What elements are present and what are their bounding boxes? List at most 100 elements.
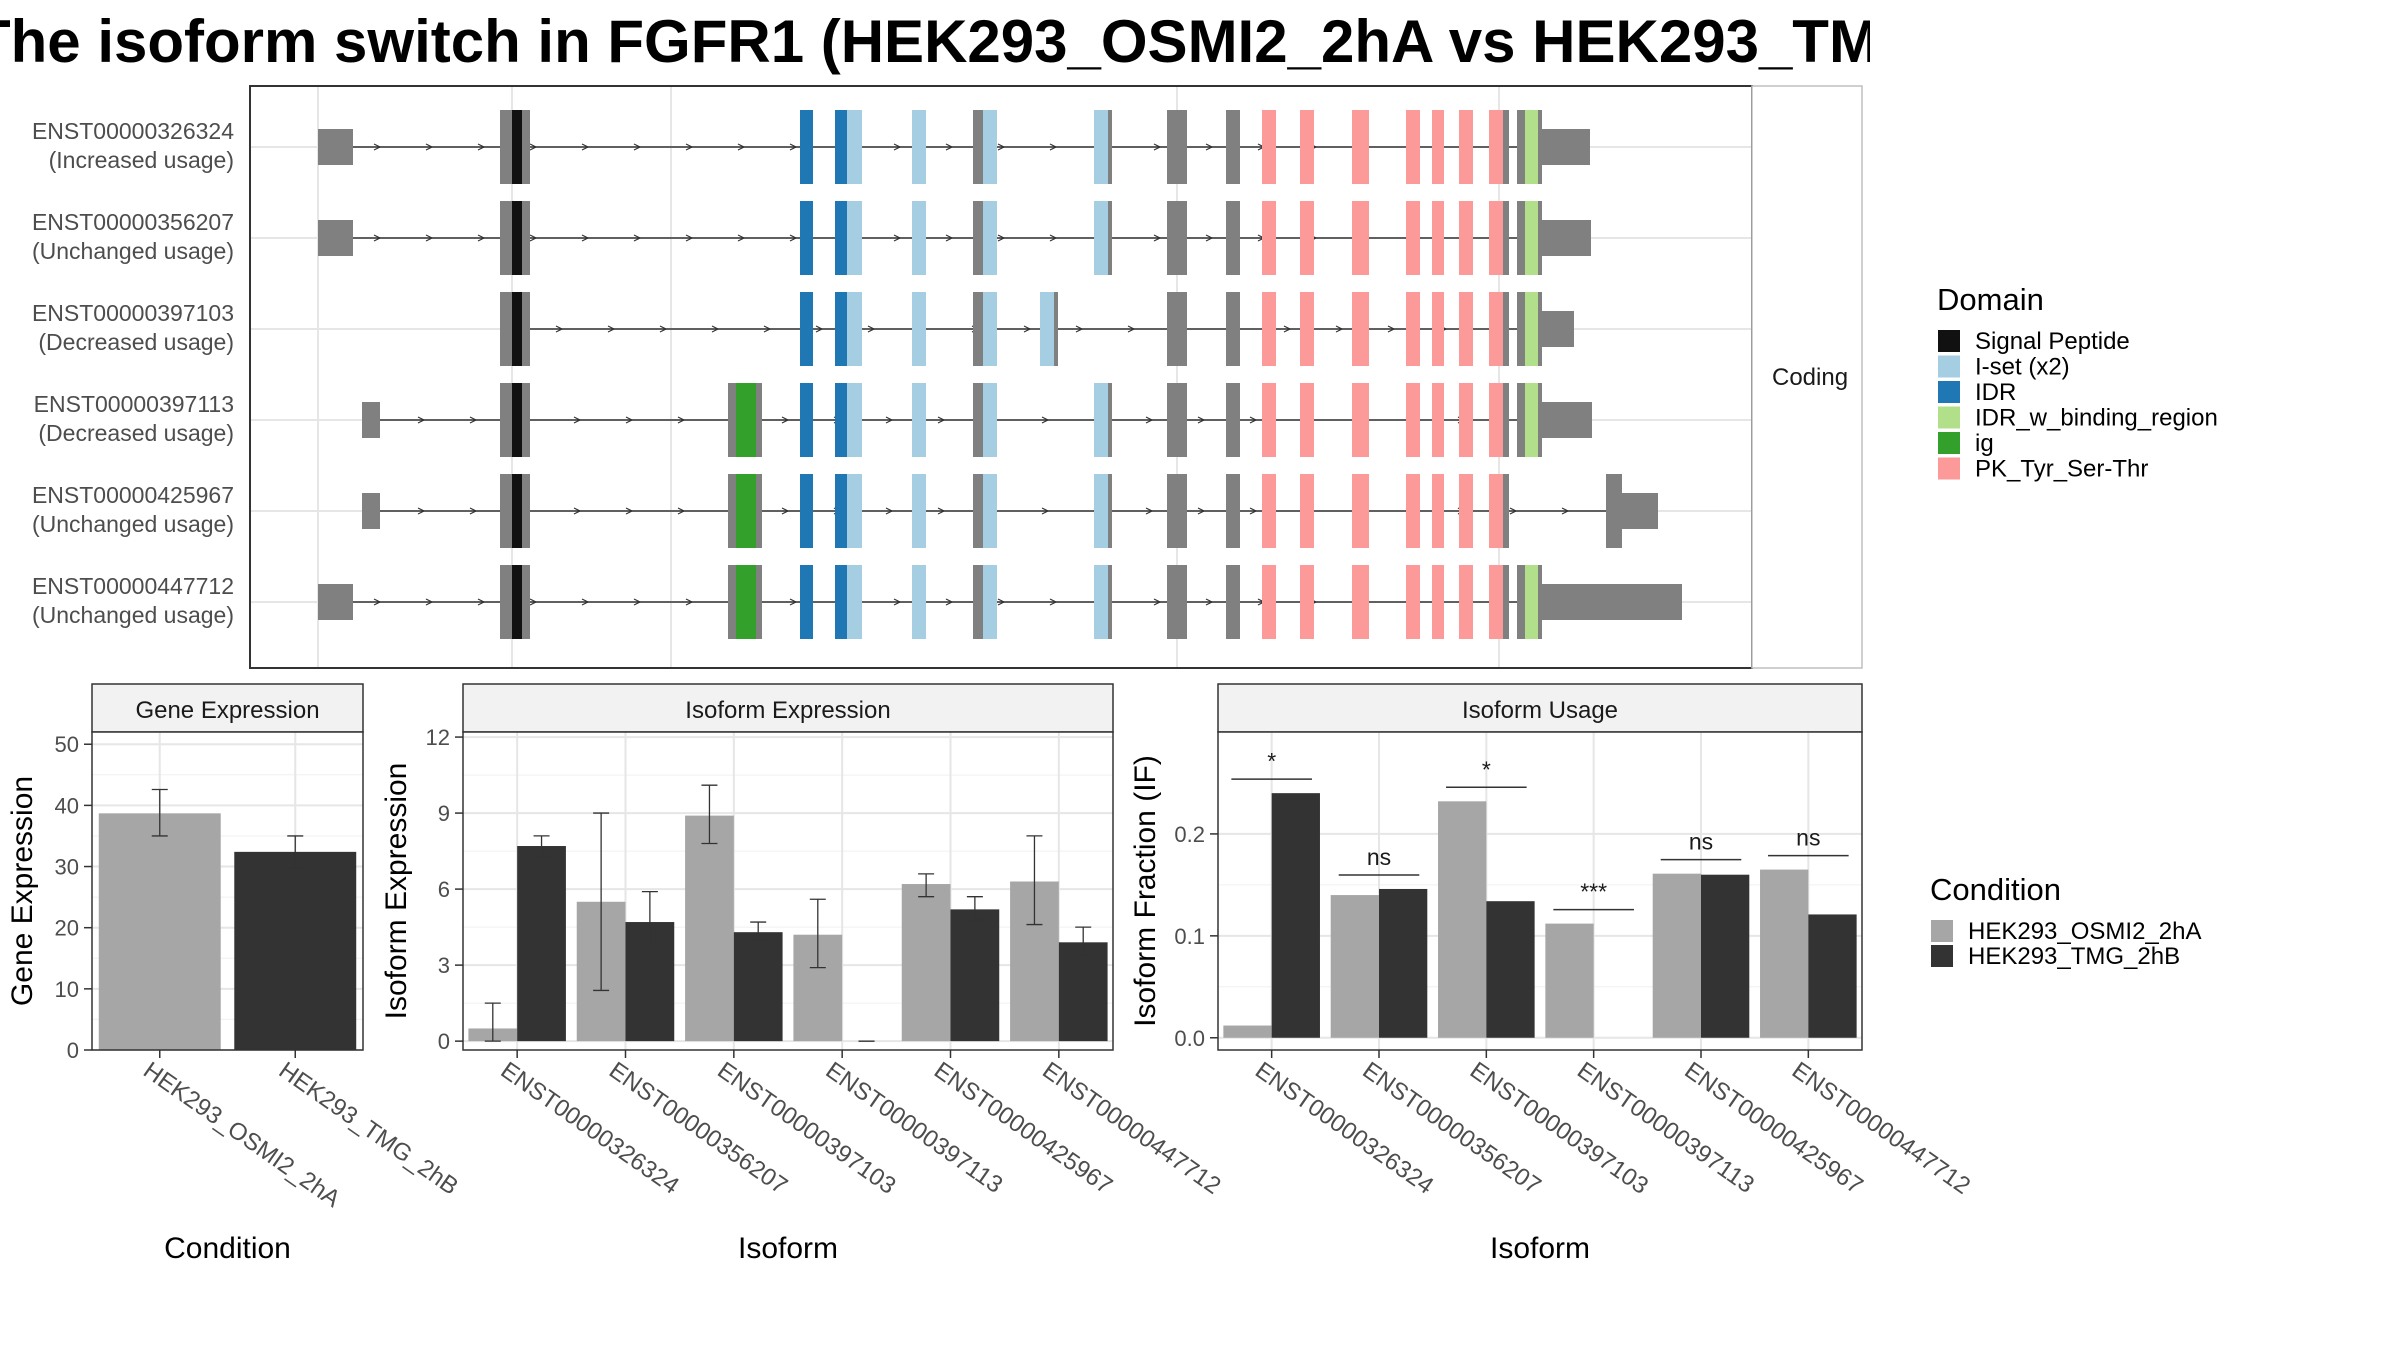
direction-arrow <box>763 325 772 333</box>
transcript-id-label: ENST00000397103 <box>32 300 234 326</box>
coding-exon <box>1606 474 1622 548</box>
y-axis-title: Isoform Expression <box>380 763 413 1020</box>
direction-arrow <box>425 234 434 242</box>
direction-arrow <box>1127 325 1136 333</box>
utr-exon <box>318 129 353 165</box>
coding-exon <box>1352 565 1369 639</box>
coding-exon <box>1503 110 1509 184</box>
coding-exon <box>1167 292 1187 366</box>
coding-exon <box>522 474 530 548</box>
x-tick-label: ENST00000397103 <box>1465 1057 1653 1200</box>
significance-label: ns <box>1796 825 1820 851</box>
coding-exon <box>800 383 813 457</box>
coding-exon <box>756 383 762 457</box>
bar-ENST00000326324-HEK293_OSMI2_2hA <box>1223 1025 1272 1038</box>
coding-exon <box>1226 565 1240 639</box>
direction-arrow <box>997 143 1006 151</box>
bar-ENST00000447712-HEK293_TMG_2hB <box>1058 942 1108 1042</box>
x-tick-label: ENST00000397113 <box>1572 1057 1759 1199</box>
direction-arrow <box>685 598 694 606</box>
direction-arrow <box>1145 507 1154 515</box>
domain-legend-label: PK_Tyr_Ser-Thr <box>1975 456 2148 483</box>
x-tick-label: ENST00000356207 <box>604 1057 792 1200</box>
direction-arrow <box>1075 325 1084 333</box>
coding-exon <box>912 383 926 457</box>
coding-exon <box>512 565 522 639</box>
coding-exon <box>1503 565 1509 639</box>
coding-exon <box>1226 292 1240 366</box>
coding-exon <box>522 565 530 639</box>
condition-legend-swatch <box>1931 920 1953 942</box>
direction-arrow <box>633 143 642 151</box>
direction-arrow <box>685 234 694 242</box>
coding-exon <box>1459 292 1473 366</box>
direction-arrow <box>945 598 954 606</box>
bar-ENST00000326324-HEK293_TMG_2hB <box>1271 793 1320 1038</box>
direction-arrow <box>737 143 746 151</box>
coding-exon <box>1489 383 1503 457</box>
coding-exon <box>847 474 862 548</box>
coding-exon <box>1167 110 1187 184</box>
coding-exon <box>1517 565 1525 639</box>
domain-legend-label: IDR <box>1975 379 2016 406</box>
coding-exon <box>1432 383 1444 457</box>
coding-exon <box>1094 201 1108 275</box>
domain-legend-label: Signal Peptide <box>1975 328 2130 355</box>
coding-exon <box>1432 201 1444 275</box>
direction-arrow <box>1387 325 1396 333</box>
coding-exon <box>983 201 997 275</box>
utr-exon <box>362 402 380 438</box>
direction-arrow <box>1283 325 1292 333</box>
direction-arrow <box>893 143 902 151</box>
bar-ENST00000447712-HEK293_TMG_2hB <box>1808 914 1857 1038</box>
coding-exon <box>800 201 813 275</box>
utr-exon <box>318 584 353 620</box>
condition-legend-label: HEK293_OSMI2_2hA <box>1968 918 2201 945</box>
bar-ENST00000397103-HEK293_TMG_2hB <box>1486 901 1535 1038</box>
coding-exon <box>800 474 813 548</box>
direction-arrow <box>573 507 582 515</box>
y-tick-label: 0.1 <box>1174 924 1205 949</box>
direction-arrow <box>893 598 902 606</box>
direction-arrow <box>1197 507 1206 515</box>
direction-arrow <box>633 598 642 606</box>
transcript-usage-label: (Unchanged usage) <box>32 238 234 264</box>
direction-arrow <box>1023 325 1032 333</box>
coding-exon <box>800 292 813 366</box>
coding-exon <box>1525 565 1538 639</box>
direction-arrow <box>815 325 824 333</box>
direction-arrow <box>1249 507 1258 515</box>
transcript-usage-label: (Decreased usage) <box>38 420 234 446</box>
coding-exon <box>1406 201 1420 275</box>
direction-arrow <box>659 325 668 333</box>
y-tick-label: 6 <box>438 877 450 902</box>
coding-exon <box>1406 474 1420 548</box>
direction-arrow <box>633 234 642 242</box>
direction-arrow <box>789 143 798 151</box>
coding-exon <box>1459 474 1473 548</box>
bar-ENST00000397103-HEK293_OSMI2_2hA <box>1438 801 1487 1038</box>
condition-legend-title: Condition <box>1930 872 2061 907</box>
direction-arrow <box>373 143 382 151</box>
direction-arrow <box>417 507 426 515</box>
y-tick-label: 40 <box>55 793 79 818</box>
coding-exon <box>756 565 762 639</box>
bar-ENST00000425967-HEK293_TMG_2hB <box>1701 874 1750 1038</box>
coding-exon <box>1352 474 1369 548</box>
coding-exon <box>1517 383 1525 457</box>
coding-exon <box>1432 565 1444 639</box>
direction-arrow <box>425 598 434 606</box>
utr-exon <box>1542 402 1592 438</box>
x-axis-title: Condition <box>164 1232 291 1265</box>
bar-ENST00000425967-HEK293_OSMI2_2hA <box>1652 873 1701 1038</box>
direction-arrow <box>1041 416 1050 424</box>
coding-exon <box>1352 201 1369 275</box>
domain-legend-label: IDR_w_binding_region <box>1975 405 2218 432</box>
coding-exon <box>1352 110 1369 184</box>
coding-exon <box>800 110 813 184</box>
panel-border <box>462 731 1114 1051</box>
bar-ENST00000326324-HEK293_TMG_2hB <box>517 846 566 1042</box>
direction-arrow <box>581 143 590 151</box>
coding-exon <box>1226 474 1240 548</box>
